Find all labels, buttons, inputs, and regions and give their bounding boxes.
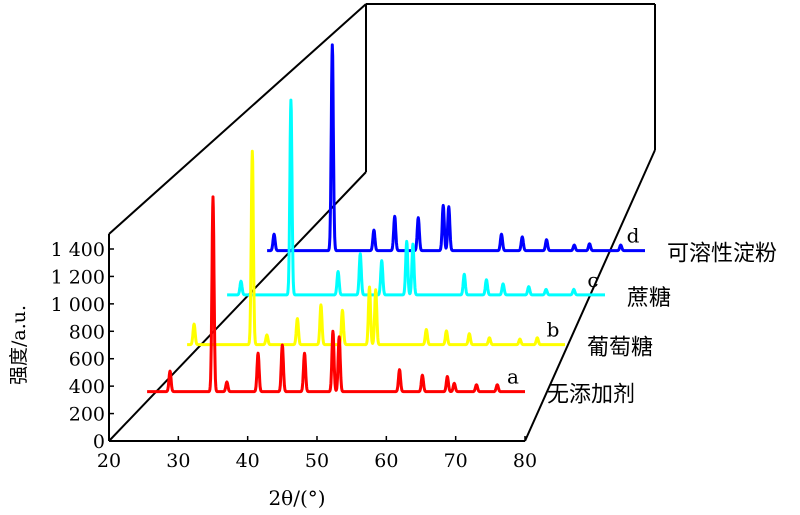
y-tick-label: 800	[69, 321, 105, 343]
series-tag-c: c	[587, 268, 598, 292]
series-name-a: 无添加剂	[547, 383, 635, 408]
x-axis-label: 2θ/(°)	[268, 486, 325, 510]
series-line-c	[226, 98, 607, 297]
x-tick-label: 70	[444, 450, 468, 472]
series-name-b: 葡萄糖	[587, 336, 653, 361]
x-tick-label: 50	[305, 450, 329, 472]
y-tick-label: 1 200	[51, 266, 105, 288]
depth-edge-top-left	[108, 3, 367, 235]
series-tag-a: a	[507, 365, 519, 389]
y-tick-label: 1 400	[51, 239, 105, 261]
x-tick-label: 40	[236, 450, 260, 472]
y-axis-label: 强度/a.u.	[8, 305, 30, 385]
series-line-a	[146, 195, 527, 394]
series-tag-d: d	[627, 224, 640, 248]
series-name-c: 蔗糖	[627, 286, 671, 311]
x-tick-label: 20	[97, 450, 121, 472]
depth-edge-bottom-left	[108, 171, 367, 442]
x-tick-label: 30	[166, 450, 190, 472]
y-tick-label: 0	[93, 431, 105, 453]
series-name-d: 可溶性淀粉	[667, 242, 777, 267]
series-curves	[146, 43, 647, 394]
series-line-d	[266, 43, 647, 253]
x-tick-label: 80	[513, 450, 537, 472]
y-tick-label: 400	[69, 376, 105, 398]
y-tick-label: 600	[69, 349, 105, 371]
chart-frame	[108, 3, 656, 442]
series-tag-b: b	[547, 318, 560, 342]
x-tick-label: 60	[374, 450, 398, 472]
series-line-b	[186, 149, 567, 347]
y-tick-label: 200	[69, 404, 105, 426]
series-labels: d 可溶性淀粉 c 蔗糖 b 葡萄糖 a 无添加剂	[507, 224, 777, 408]
y-tick-label: 1 000	[51, 294, 105, 316]
